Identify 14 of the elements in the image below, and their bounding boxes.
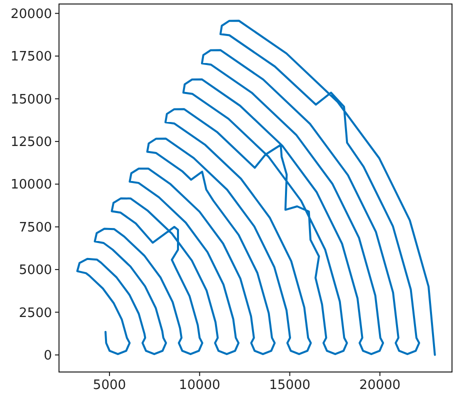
- x-tick-label: 20000: [359, 378, 401, 393]
- y-tick-label: 2500: [18, 306, 52, 321]
- y-tick-label: 17500: [10, 50, 52, 65]
- x-tick-label: 10000: [178, 378, 220, 393]
- x-tick-label: 5000: [92, 378, 126, 393]
- y-tick-label: 10000: [10, 178, 52, 193]
- y-tick-label: 5000: [18, 263, 52, 278]
- y-tick-label: 0: [44, 348, 52, 364]
- y-tick-label: 12500: [10, 135, 52, 150]
- y-tick-label: 15000: [10, 92, 52, 108]
- line-series: [76, 20, 436, 356]
- y-tick-label: 7500: [18, 220, 52, 236]
- y-tick-label: 20000: [10, 6, 52, 22]
- x-tick-label: 15000: [269, 378, 310, 393]
